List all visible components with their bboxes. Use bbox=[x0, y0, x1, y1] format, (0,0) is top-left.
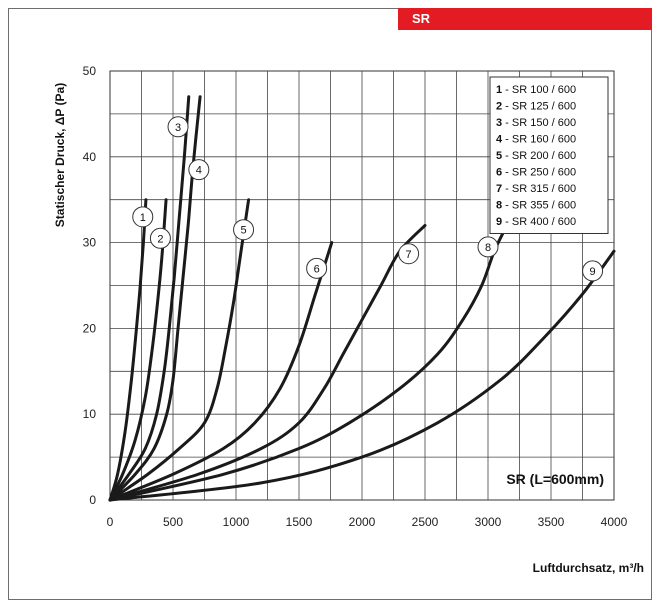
legend-entry-4: 4 - SR 160 / 600 bbox=[496, 134, 576, 146]
curve-marker-circle bbox=[167, 116, 189, 138]
legend-entry-8: 8 - SR 355 / 600 bbox=[496, 200, 576, 212]
curve-markers: 12 3 4 5 6 7 8 9 bbox=[132, 116, 604, 282]
x-tick-label: 2000 bbox=[349, 515, 376, 529]
legend: 1 - SR 100 / 600 2 - SR 125 / 600 3 - SR 1… bbox=[489, 76, 609, 234]
section-tab: SR bbox=[398, 8, 652, 30]
curve-marker-circle bbox=[398, 243, 420, 265]
y-tick-labels: 0 10 20 30 40 50 bbox=[83, 64, 97, 507]
curve-marker-number: 2 bbox=[157, 233, 163, 245]
x-tick-label: 4000 bbox=[601, 515, 628, 529]
figure-frame bbox=[8, 8, 652, 600]
legend-entry-5: 5 - SR 200 / 600 bbox=[496, 150, 576, 162]
y-tick-label: 20 bbox=[83, 321, 97, 335]
x-tick-label: 1000 bbox=[223, 515, 250, 529]
curve-marker-3: 3 bbox=[167, 116, 189, 138]
curve-marker-4: 4 bbox=[188, 159, 210, 181]
legend-entry-2: 2 - SR 125 / 600 bbox=[496, 101, 576, 113]
curve-marker-number: 5 bbox=[240, 225, 246, 237]
x-tick-label: 0 bbox=[107, 515, 114, 529]
series-line-6 bbox=[108, 241, 334, 502]
series-line-9 bbox=[108, 249, 616, 502]
x-tick-label: 500 bbox=[163, 515, 183, 529]
curve-marker-5: 5 bbox=[233, 219, 255, 241]
series-line-8 bbox=[108, 223, 509, 502]
x-tick-labels: 0 500 1000 1500 2000 2500 3000 3500 4000 bbox=[107, 515, 628, 529]
curve-marker-number: 7 bbox=[406, 249, 412, 261]
x-tick-label: 3000 bbox=[475, 515, 502, 529]
y-tick-label: 0 bbox=[89, 493, 96, 507]
curve-marker-number: 3 bbox=[175, 122, 181, 134]
legend-entry-1: 1 - SR 100 / 600 bbox=[496, 84, 576, 96]
series-line-4 bbox=[108, 95, 202, 502]
curve-marker-number: 1 bbox=[140, 212, 146, 224]
curve-marker-circle bbox=[132, 206, 154, 228]
y-tick-label: 50 bbox=[83, 64, 97, 78]
y-tick-label: 10 bbox=[83, 407, 97, 421]
legend-box bbox=[489, 76, 609, 234]
curve-marker-number: 6 bbox=[314, 263, 320, 275]
curve-marker-8: 8 bbox=[477, 236, 499, 258]
curve-marker-7: 7 bbox=[398, 243, 420, 265]
curve-marker-number: 9 bbox=[590, 266, 596, 278]
x-tick-label: 2500 bbox=[412, 515, 439, 529]
curve-marker-circle bbox=[477, 236, 499, 258]
x-axis-label: Luftdurchsatz, m³/h bbox=[533, 561, 644, 575]
curve-marker-9: 9 bbox=[582, 260, 604, 282]
x-tick-label: 1500 bbox=[286, 515, 313, 529]
series-line-3 bbox=[108, 95, 191, 502]
curve-marker-circle bbox=[188, 159, 210, 181]
curve-marker-circle bbox=[582, 260, 604, 282]
legend-entry-3: 3 - SR 150 / 600 bbox=[496, 117, 576, 129]
series-line-1 bbox=[108, 198, 148, 502]
chart-annotation: SR (L=600mm) bbox=[506, 471, 604, 487]
curve-marker-number: 4 bbox=[196, 165, 202, 177]
y-axis-label: Statischer Druck, ΔP (Pa) bbox=[53, 83, 67, 227]
y-tick-label: 30 bbox=[83, 236, 97, 250]
curve-marker-6: 6 bbox=[306, 257, 328, 279]
curve-marker-2: 2 bbox=[149, 227, 171, 249]
curve-marker-circle bbox=[149, 227, 171, 249]
series-line-2 bbox=[108, 198, 168, 502]
series-line-7 bbox=[108, 223, 427, 502]
legend-entry-6: 6 - SR 250 / 600 bbox=[496, 167, 576, 179]
x-tick-label: 3500 bbox=[538, 515, 565, 529]
y-tick-label: 40 bbox=[83, 150, 97, 164]
curve-marker-circle bbox=[306, 257, 328, 279]
curve-marker-circle bbox=[233, 219, 255, 241]
curve-marker-number: 8 bbox=[485, 242, 491, 254]
curve-marker-1: 1 bbox=[132, 206, 154, 228]
legend-entry-9: 9 - SR 400 / 600 bbox=[496, 216, 576, 228]
series-line-5 bbox=[108, 198, 251, 502]
legend-entry-7: 7 - SR 315 / 600 bbox=[496, 183, 576, 195]
curves bbox=[108, 95, 616, 502]
